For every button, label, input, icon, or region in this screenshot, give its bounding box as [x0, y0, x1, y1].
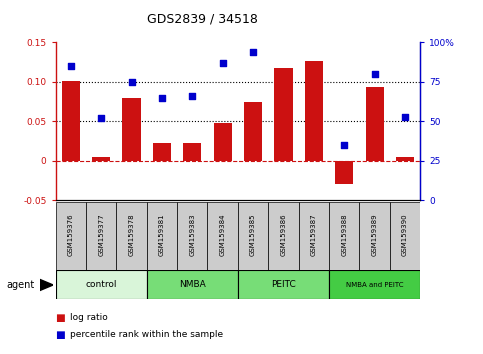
Bar: [56, 202, 86, 271]
Polygon shape: [40, 279, 53, 291]
Text: GSM159388: GSM159388: [341, 213, 347, 256]
Bar: [177, 202, 208, 271]
Text: GDS2839 / 34518: GDS2839 / 34518: [147, 12, 258, 25]
Bar: [238, 270, 329, 299]
Bar: [329, 270, 420, 299]
Text: GSM159383: GSM159383: [189, 213, 195, 256]
Text: GSM159389: GSM159389: [371, 213, 378, 256]
Text: GSM159381: GSM159381: [159, 213, 165, 256]
Point: [371, 71, 379, 77]
Bar: [62, 81, 80, 161]
Point: [188, 93, 196, 99]
Text: GSM159386: GSM159386: [281, 213, 286, 256]
Text: agent: agent: [6, 280, 34, 290]
Bar: [335, 161, 354, 184]
Text: GSM159378: GSM159378: [128, 213, 135, 256]
Point: [67, 63, 74, 69]
Text: GSM159384: GSM159384: [220, 214, 226, 256]
Bar: [153, 143, 171, 161]
Point: [128, 79, 135, 85]
Point: [158, 95, 166, 101]
Text: GSM159376: GSM159376: [68, 213, 74, 256]
Point: [219, 60, 227, 66]
Bar: [122, 98, 141, 161]
Text: ■: ■: [56, 313, 65, 322]
Bar: [274, 68, 293, 161]
Bar: [238, 202, 268, 271]
Text: GSM159385: GSM159385: [250, 214, 256, 256]
Bar: [86, 202, 116, 271]
Bar: [390, 202, 420, 271]
Bar: [147, 202, 177, 271]
Point: [249, 49, 257, 55]
Bar: [213, 123, 232, 161]
Text: ■: ■: [56, 330, 65, 339]
Text: GSM159390: GSM159390: [402, 213, 408, 256]
Bar: [208, 202, 238, 271]
Text: log ratio: log ratio: [70, 313, 108, 322]
Bar: [92, 157, 110, 161]
Bar: [329, 202, 359, 271]
Bar: [366, 87, 384, 161]
Text: GSM159387: GSM159387: [311, 213, 317, 256]
Point: [341, 142, 348, 148]
Point: [97, 115, 105, 121]
Point: [401, 114, 409, 119]
Text: control: control: [85, 280, 117, 289]
Bar: [116, 202, 147, 271]
Text: PEITC: PEITC: [271, 280, 296, 289]
Point: [310, 15, 318, 20]
Bar: [359, 202, 390, 271]
Text: NMBA and PEITC: NMBA and PEITC: [346, 282, 403, 287]
Text: GSM159377: GSM159377: [98, 213, 104, 256]
Bar: [56, 270, 147, 299]
Bar: [147, 270, 238, 299]
Bar: [183, 143, 201, 161]
Bar: [305, 61, 323, 161]
Text: NMBA: NMBA: [179, 280, 206, 289]
Bar: [396, 157, 414, 161]
Bar: [244, 102, 262, 161]
Bar: [298, 202, 329, 271]
Text: percentile rank within the sample: percentile rank within the sample: [70, 330, 223, 339]
Bar: [268, 202, 298, 271]
Point: [280, 25, 287, 31]
